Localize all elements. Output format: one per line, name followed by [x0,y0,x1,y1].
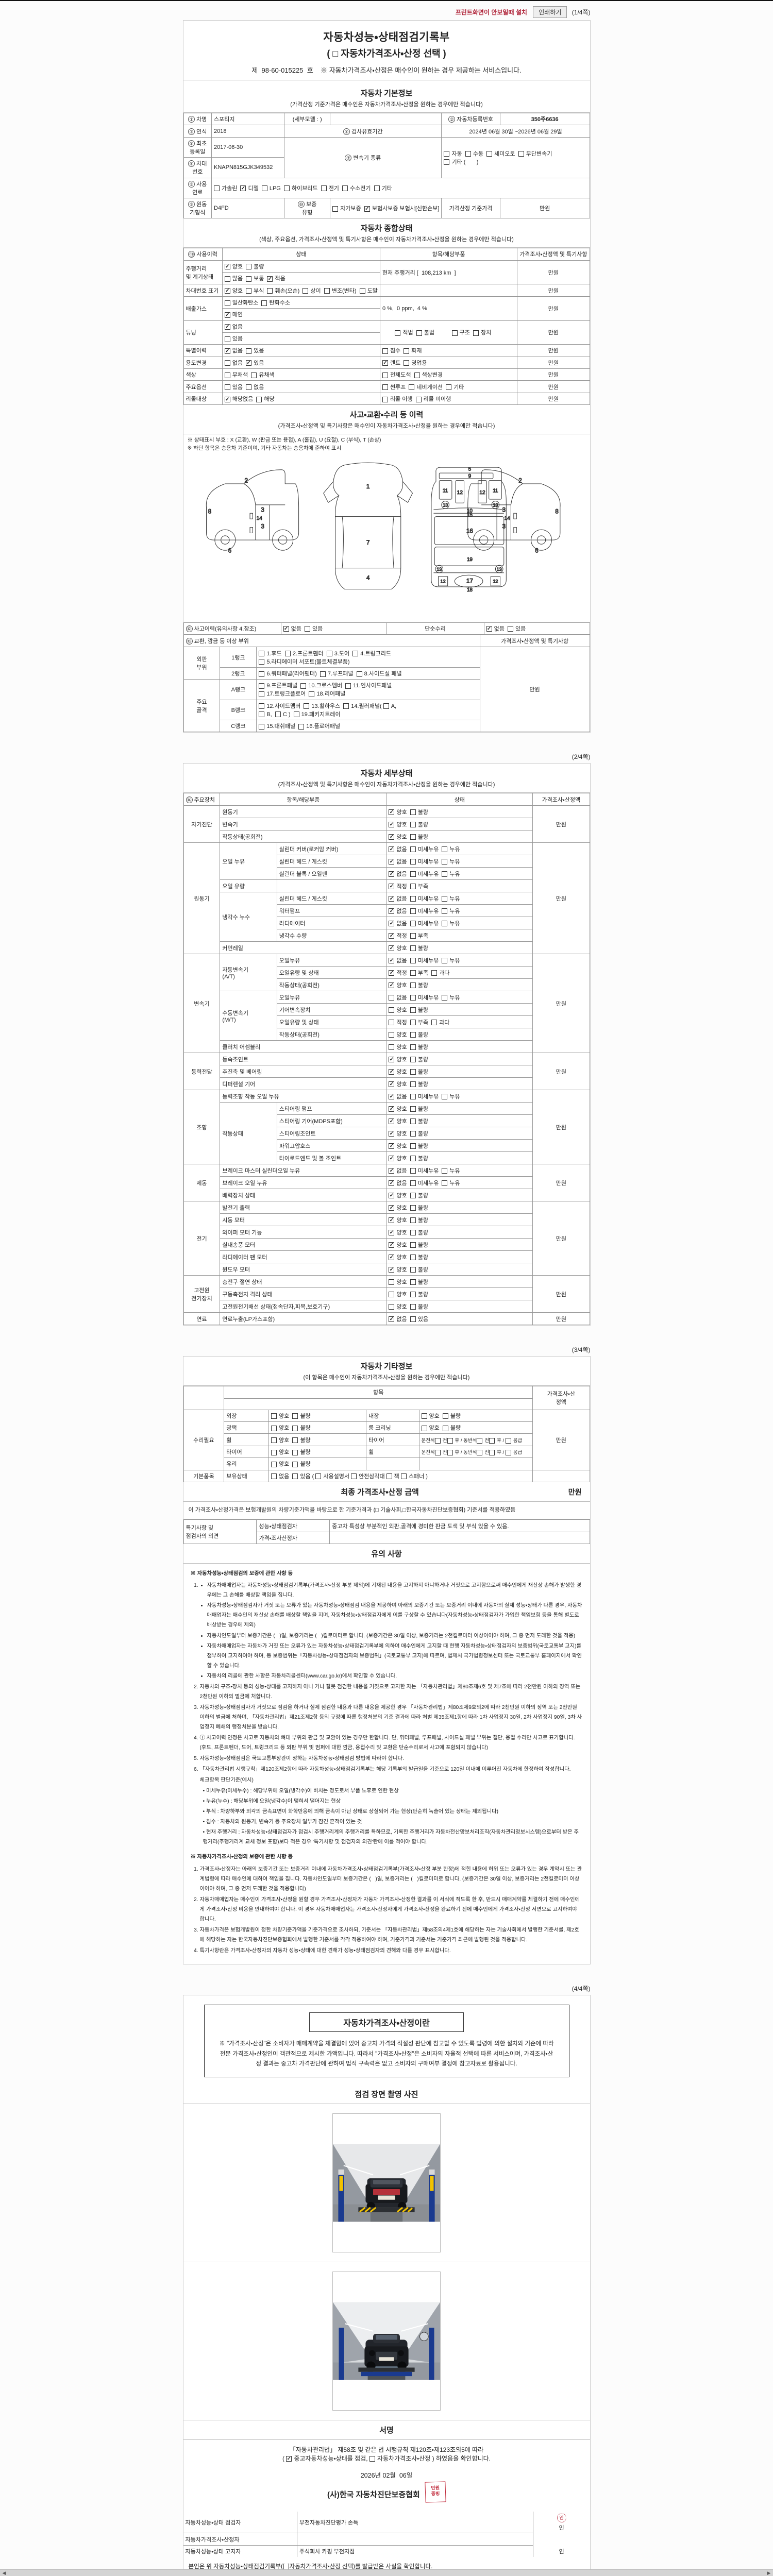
svg-text:11: 11 [442,488,448,494]
svg-text:13: 13 [493,502,498,507]
svg-text:13: 13 [496,567,501,572]
svg-text:8: 8 [208,507,211,515]
svg-text:14: 14 [504,516,510,521]
svg-text:2: 2 [518,477,522,484]
svg-text:3: 3 [261,506,264,513]
svg-text:12: 12 [479,490,485,496]
svg-text:13: 13 [436,567,442,572]
svg-text:7: 7 [366,539,369,546]
svg-text:4: 4 [366,574,369,581]
svg-text:12: 12 [440,579,445,584]
svg-text:14: 14 [256,516,262,521]
svg-text:12: 12 [493,579,498,584]
svg-text:1: 1 [366,483,369,490]
svg-text:8: 8 [555,507,559,515]
svg-text:3: 3 [261,522,264,530]
svg-text:12: 12 [457,490,463,496]
svg-text:3: 3 [502,522,506,530]
svg-text:9: 9 [468,473,471,479]
svg-text:13: 13 [443,502,448,507]
svg-text:11: 11 [493,488,498,494]
svg-text:3: 3 [502,506,506,513]
svg-text:19: 19 [466,557,473,563]
svg-text:17: 17 [466,577,473,584]
svg-text:2: 2 [244,477,248,484]
svg-text:16: 16 [466,527,473,534]
svg-text:5: 5 [468,466,471,472]
svg-text:6: 6 [535,547,539,554]
svg-text:18: 18 [466,587,473,593]
svg-text:6: 6 [228,547,231,554]
